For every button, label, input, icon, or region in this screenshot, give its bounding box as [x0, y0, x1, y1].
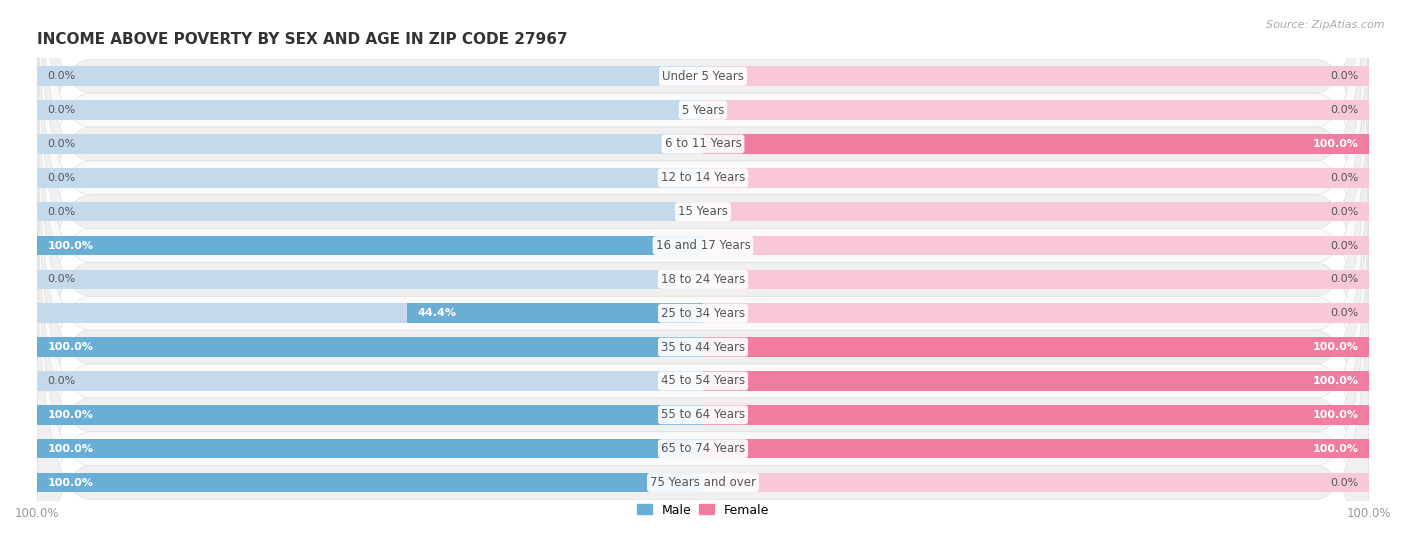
Bar	[37, 202, 703, 222]
Bar	[703, 337, 1369, 357]
Text: 100.0%: 100.0%	[1313, 444, 1358, 454]
Text: 100.0%: 100.0%	[1313, 139, 1358, 149]
Text: 0.0%: 0.0%	[48, 105, 76, 115]
Text: 0.0%: 0.0%	[1330, 206, 1358, 217]
Bar	[703, 304, 1369, 323]
Bar	[37, 235, 703, 256]
Text: 75 Years and over: 75 Years and over	[650, 476, 756, 489]
Text: 100.0%: 100.0%	[48, 478, 93, 488]
FancyBboxPatch shape	[37, 0, 1369, 499]
Bar	[37, 337, 703, 357]
FancyBboxPatch shape	[37, 127, 1369, 558]
Text: 100.0%: 100.0%	[1313, 376, 1358, 386]
Legend: Male, Female: Male, Female	[631, 498, 775, 522]
Bar	[37, 66, 703, 86]
Bar	[37, 405, 703, 425]
Text: INCOME ABOVE POVERTY BY SEX AND AGE IN ZIP CODE 27967: INCOME ABOVE POVERTY BY SEX AND AGE IN Z…	[37, 32, 568, 47]
FancyBboxPatch shape	[37, 0, 1369, 465]
Text: 65 to 74 Years: 65 to 74 Years	[661, 442, 745, 455]
Text: 0.0%: 0.0%	[1330, 308, 1358, 318]
Bar	[703, 66, 1369, 86]
Bar	[37, 405, 703, 425]
Bar	[703, 473, 1369, 492]
Bar	[37, 270, 703, 289]
Text: 0.0%: 0.0%	[48, 206, 76, 217]
FancyBboxPatch shape	[37, 93, 1369, 558]
Text: 100.0%: 100.0%	[48, 410, 93, 420]
Bar	[37, 304, 703, 323]
Text: 16 and 17 Years: 16 and 17 Years	[655, 239, 751, 252]
Text: 6 to 11 Years: 6 to 11 Years	[665, 137, 741, 151]
Text: 0.0%: 0.0%	[48, 376, 76, 386]
Text: 100.0%: 100.0%	[48, 342, 93, 352]
Bar	[703, 439, 1369, 459]
Text: 0.0%: 0.0%	[1330, 173, 1358, 183]
Bar	[703, 371, 1369, 391]
Bar	[703, 439, 1369, 459]
Text: 0.0%: 0.0%	[1330, 240, 1358, 251]
Text: 0.0%: 0.0%	[1330, 478, 1358, 488]
Text: 0.0%: 0.0%	[48, 139, 76, 149]
Bar	[37, 371, 703, 391]
Text: 0.0%: 0.0%	[48, 71, 76, 81]
Bar	[37, 439, 703, 459]
Text: 100.0%: 100.0%	[48, 240, 93, 251]
FancyBboxPatch shape	[37, 0, 1369, 364]
Text: 18 to 24 Years: 18 to 24 Years	[661, 273, 745, 286]
Bar	[37, 168, 703, 187]
Text: 12 to 14 Years: 12 to 14 Years	[661, 171, 745, 184]
FancyBboxPatch shape	[37, 0, 1369, 330]
Text: Source: ZipAtlas.com: Source: ZipAtlas.com	[1267, 20, 1385, 30]
Bar	[408, 304, 703, 323]
Bar	[37, 235, 703, 256]
Bar	[703, 405, 1369, 425]
Bar	[703, 371, 1369, 391]
FancyBboxPatch shape	[37, 161, 1369, 558]
Text: 0.0%: 0.0%	[1330, 275, 1358, 285]
Text: 35 to 44 Years: 35 to 44 Years	[661, 340, 745, 354]
Text: 0.0%: 0.0%	[48, 275, 76, 285]
Bar	[37, 473, 703, 492]
Bar	[703, 134, 1369, 154]
Text: 45 to 54 Years: 45 to 54 Years	[661, 374, 745, 387]
Text: 25 to 34 Years: 25 to 34 Years	[661, 307, 745, 320]
Text: Under 5 Years: Under 5 Years	[662, 70, 744, 83]
Text: 55 to 64 Years: 55 to 64 Years	[661, 408, 745, 421]
Text: 0.0%: 0.0%	[48, 173, 76, 183]
FancyBboxPatch shape	[37, 229, 1369, 558]
Bar	[703, 405, 1369, 425]
Bar	[37, 439, 703, 459]
Bar	[703, 168, 1369, 187]
Bar	[703, 337, 1369, 357]
Text: 100.0%: 100.0%	[1313, 342, 1358, 352]
Bar	[703, 202, 1369, 222]
Bar	[703, 235, 1369, 256]
Bar	[703, 134, 1369, 154]
Bar	[37, 100, 703, 120]
FancyBboxPatch shape	[37, 195, 1369, 558]
Text: 5 Years: 5 Years	[682, 104, 724, 117]
Text: 0.0%: 0.0%	[1330, 105, 1358, 115]
FancyBboxPatch shape	[37, 26, 1369, 533]
Bar	[37, 473, 703, 492]
Text: 0.0%: 0.0%	[1330, 71, 1358, 81]
FancyBboxPatch shape	[37, 59, 1369, 558]
Text: 100.0%: 100.0%	[1313, 410, 1358, 420]
FancyBboxPatch shape	[37, 0, 1369, 432]
Text: 15 Years: 15 Years	[678, 205, 728, 218]
Bar	[703, 100, 1369, 120]
FancyBboxPatch shape	[37, 0, 1369, 398]
Bar	[37, 337, 703, 357]
Bar	[703, 270, 1369, 289]
Text: 100.0%: 100.0%	[48, 444, 93, 454]
Bar	[37, 134, 703, 154]
Text: 44.4%: 44.4%	[418, 308, 457, 318]
